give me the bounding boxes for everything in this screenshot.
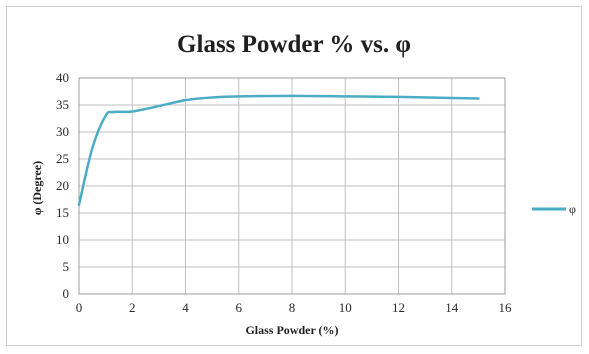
x-tick-label: 2	[129, 300, 136, 315]
series-line-phi	[77, 94, 480, 207]
plot-area	[78, 77, 506, 295]
y-axis-label: φ (Degree)	[30, 161, 44, 215]
y-tick-label: 5	[63, 259, 70, 274]
y-tick-label: 30	[56, 124, 69, 139]
x-tick-label: 6	[236, 300, 243, 315]
y-tick-label: 15	[56, 205, 69, 220]
x-tick-label: 0	[76, 300, 83, 315]
x-tick-label: 16	[499, 300, 513, 315]
y-tick-label: 0	[63, 286, 70, 301]
tick-labels: 0 5 10 15 20 25 30 35 40 0 2 4 6 8 10 12 14 16	[56, 70, 512, 315]
chart-frame	[6, 6, 582, 346]
y-tick-label: 35	[56, 97, 69, 112]
legend-label: φ	[569, 202, 576, 216]
y-tick-label: 10	[56, 232, 69, 247]
x-tick-label: 12	[392, 300, 405, 315]
x-tick-label: 14	[445, 300, 459, 315]
y-tick-label: 20	[56, 178, 69, 193]
x-tick-label: 8	[289, 300, 296, 315]
x-tick-label: 10	[339, 300, 352, 315]
x-axis-label: Glass Powder (%)	[245, 323, 338, 337]
y-tick-label: 40	[56, 70, 69, 85]
chart-title: Glass Powder % vs. φ	[177, 31, 411, 58]
y-tick-label: 25	[56, 151, 69, 166]
x-tick-label: 4	[182, 300, 189, 315]
